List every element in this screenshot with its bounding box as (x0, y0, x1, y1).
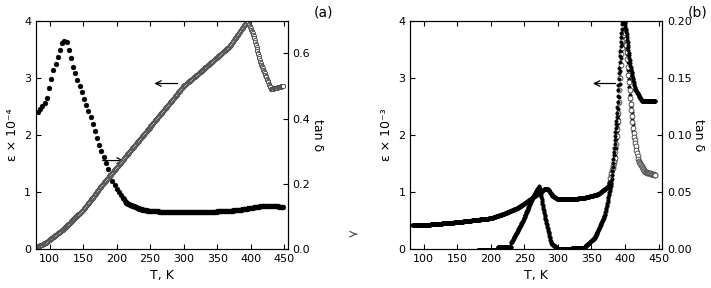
Y-axis label: tan δ: tan δ (311, 119, 324, 151)
Y-axis label: tan δ: tan δ (693, 119, 705, 151)
Y-axis label: ε × 10⁻⁴: ε × 10⁻⁴ (6, 109, 18, 161)
Y-axis label: ε × 10⁻³: ε × 10⁻³ (380, 109, 392, 161)
Text: (a): (a) (314, 5, 333, 20)
X-axis label: T, K: T, K (524, 270, 548, 283)
X-axis label: T, K: T, K (150, 270, 173, 283)
Text: (b): (b) (688, 5, 707, 20)
